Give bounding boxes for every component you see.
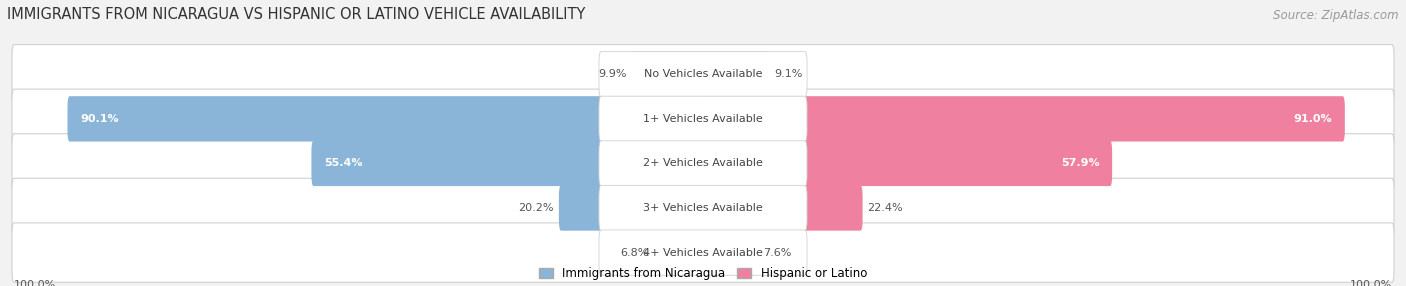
FancyBboxPatch shape <box>67 96 704 142</box>
FancyBboxPatch shape <box>631 52 706 97</box>
Text: 4+ Vehicles Available: 4+ Vehicles Available <box>643 248 763 258</box>
FancyBboxPatch shape <box>599 96 807 142</box>
FancyBboxPatch shape <box>13 134 1395 193</box>
Text: 9.1%: 9.1% <box>775 69 803 79</box>
FancyBboxPatch shape <box>13 89 1395 148</box>
FancyBboxPatch shape <box>13 45 1395 104</box>
FancyBboxPatch shape <box>700 141 1112 186</box>
Text: Source: ZipAtlas.com: Source: ZipAtlas.com <box>1274 9 1399 21</box>
FancyBboxPatch shape <box>700 96 1344 142</box>
Text: 20.2%: 20.2% <box>519 203 554 213</box>
Text: IMMIGRANTS FROM NICARAGUA VS HISPANIC OR LATINO VEHICLE AVAILABILITY: IMMIGRANTS FROM NICARAGUA VS HISPANIC OR… <box>7 7 585 21</box>
Text: 7.6%: 7.6% <box>763 248 792 258</box>
Text: No Vehicles Available: No Vehicles Available <box>644 69 762 79</box>
FancyBboxPatch shape <box>700 185 863 231</box>
FancyBboxPatch shape <box>700 230 759 275</box>
FancyBboxPatch shape <box>599 52 807 97</box>
FancyBboxPatch shape <box>599 141 807 186</box>
Text: 55.4%: 55.4% <box>323 158 363 168</box>
Text: 90.1%: 90.1% <box>80 114 118 124</box>
Text: 100.0%: 100.0% <box>1350 281 1392 286</box>
FancyBboxPatch shape <box>652 230 706 275</box>
Text: 22.4%: 22.4% <box>868 203 903 213</box>
Text: 9.9%: 9.9% <box>598 69 627 79</box>
Text: 3+ Vehicles Available: 3+ Vehicles Available <box>643 203 763 213</box>
Text: 1+ Vehicles Available: 1+ Vehicles Available <box>643 114 763 124</box>
FancyBboxPatch shape <box>13 178 1395 238</box>
Text: 57.9%: 57.9% <box>1062 158 1099 168</box>
FancyBboxPatch shape <box>312 141 706 186</box>
FancyBboxPatch shape <box>599 185 807 231</box>
FancyBboxPatch shape <box>560 185 706 231</box>
Text: 2+ Vehicles Available: 2+ Vehicles Available <box>643 158 763 168</box>
FancyBboxPatch shape <box>13 223 1395 282</box>
Text: 100.0%: 100.0% <box>14 281 56 286</box>
FancyBboxPatch shape <box>700 52 769 97</box>
Text: 6.8%: 6.8% <box>620 248 648 258</box>
Text: 91.0%: 91.0% <box>1294 114 1333 124</box>
FancyBboxPatch shape <box>599 230 807 275</box>
Legend: Immigrants from Nicaragua, Hispanic or Latino: Immigrants from Nicaragua, Hispanic or L… <box>538 267 868 280</box>
